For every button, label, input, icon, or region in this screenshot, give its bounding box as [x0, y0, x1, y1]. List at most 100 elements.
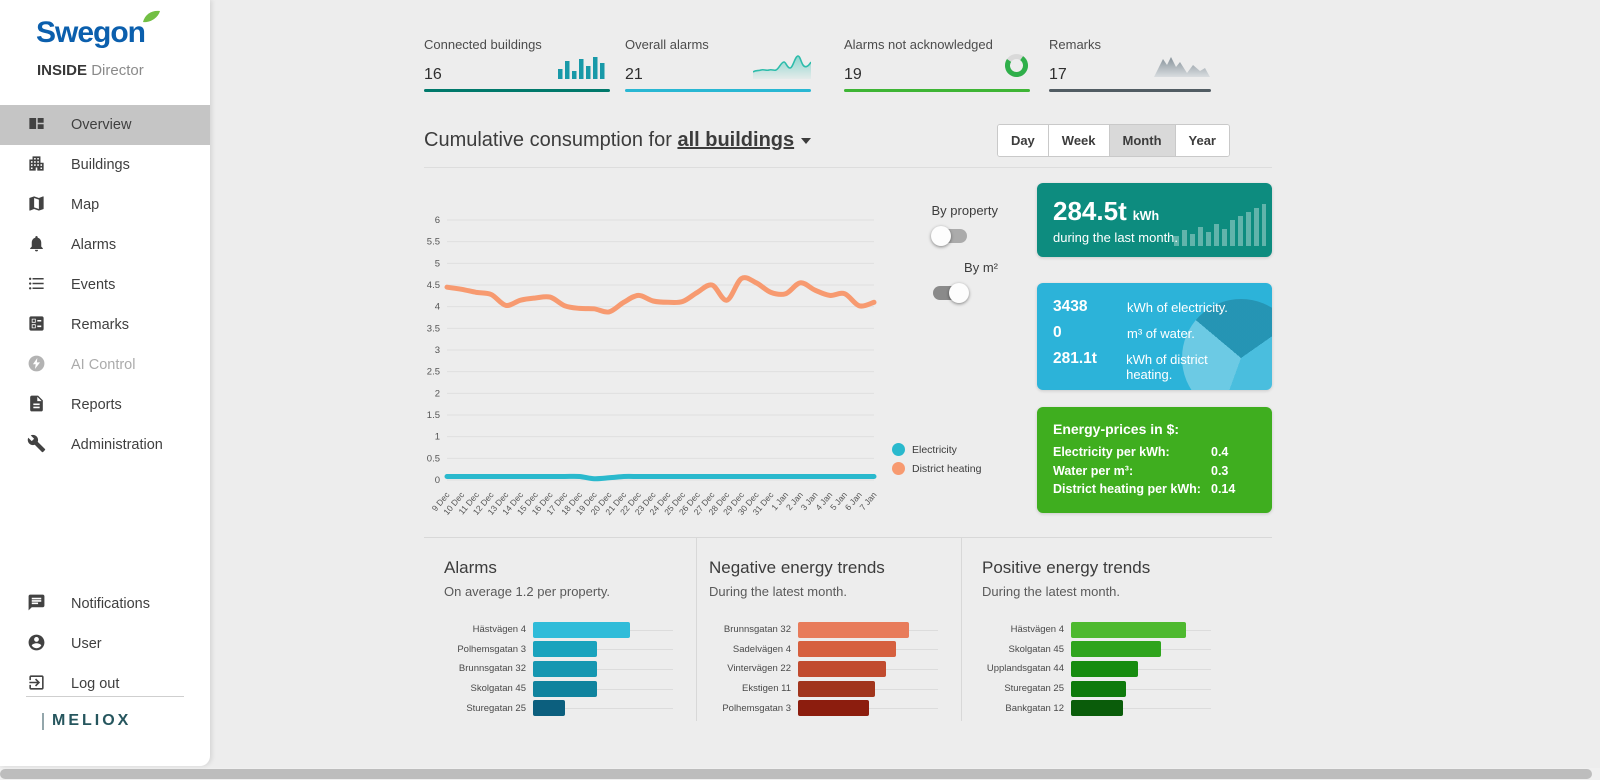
bar-track — [1071, 700, 1211, 717]
bell-icon — [27, 234, 46, 257]
horizontal-scrollbar[interactable] — [0, 769, 1592, 779]
swegon-logo: Swegon — [0, 0, 161, 50]
bar-row-skolgatan-45: Skolgatan 45 — [982, 640, 1272, 660]
range-button-group: Day Week Month Year — [996, 123, 1230, 157]
bar-track — [533, 641, 673, 658]
bar-label: Upplandsgatan 44 — [986, 663, 1064, 675]
logout-icon — [27, 673, 46, 696]
bar-row-brunnsgatan-32: Brunnsgatan 32 — [709, 620, 961, 640]
sidebar-footer-menu: Notifications User Log out — [0, 584, 210, 704]
toggle-by-property[interactable] — [931, 226, 967, 246]
toggle-knob — [949, 283, 969, 303]
meliox-logo-text: MELIOX — [52, 712, 132, 729]
sidebar-item-user[interactable]: User — [0, 624, 210, 664]
mountain-icon — [1153, 51, 1211, 84]
leaf-icon — [142, 10, 161, 28]
meliox-logo: MELIOX — [42, 712, 131, 730]
toggle-label-by-m: By m² — [964, 260, 998, 275]
bar-row-vinterv-gen-22: Vintervägen 22 — [709, 659, 961, 679]
stat-overall-alarms: Overall alarms 21 — [625, 37, 812, 92]
bar-row-h-stv-gen-4: Hästvägen 4 — [444, 620, 696, 640]
building-selector[interactable]: all buildings — [677, 128, 795, 151]
sidebar-item-log-out[interactable]: Log out — [0, 664, 210, 704]
bar-track — [1071, 621, 1211, 638]
bar-fill — [1071, 641, 1161, 658]
bar-label: Sturegatan 25 — [1004, 683, 1064, 695]
sidebar-item-label: Reports — [71, 397, 122, 413]
toggle-by-m[interactable] — [933, 283, 969, 303]
bar-row-sadelv-gen-4: Sadelvägen 4 — [709, 640, 961, 660]
sidebar-item-notifications[interactable]: Notifications — [0, 584, 210, 624]
legend-label: District heating — [912, 462, 982, 475]
bar-label: Skolgatan 45 — [470, 683, 526, 695]
bar-label: Sturegatan 25 — [466, 702, 526, 714]
bar-fill — [1071, 621, 1186, 638]
range-button-month[interactable]: Month — [1109, 124, 1176, 156]
sidebar-item-label: Map — [71, 197, 100, 213]
map-icon — [27, 194, 46, 217]
bar-label: Sadelvägen 4 — [732, 643, 791, 655]
stat-value: 16 — [424, 66, 442, 83]
price-row: Electricity per kWh: 0.4 — [1053, 445, 1256, 459]
stat-value-row: 19 — [844, 54, 1030, 84]
list-icon — [27, 274, 46, 297]
sidebar-item-label: Remarks — [71, 317, 130, 333]
stat-value-row: 21 — [625, 51, 812, 84]
bar-fill — [533, 660, 598, 677]
range-button-year[interactable]: Year — [1175, 124, 1229, 156]
sidebar-divider — [26, 696, 184, 697]
sidebar-item-reports[interactable]: Reports — [0, 385, 210, 425]
sidebar-item-alarms[interactable]: Alarms — [0, 225, 210, 265]
breakdown-label: kWh of electricity. — [1127, 300, 1228, 315]
bar-row-sturegatan-25: Sturegatan 25 — [982, 679, 1272, 699]
bar-track — [798, 621, 938, 638]
sidebar-menu: Overview Buildings Map Alarms Events Remarks A… — [0, 105, 210, 465]
sidebar-item-administration[interactable]: Administration — [0, 425, 210, 465]
positive-trends-title: Positive energy trends — [982, 558, 1151, 577]
sidebar-item-label: Alarms — [71, 237, 117, 253]
bar-label: Polhemsgatan 3 — [722, 702, 791, 714]
bottom-panels: Alarms On average 1.2 per property. Häst… — [424, 537, 1272, 721]
sidebar-item-ai-control[interactable]: AI Control — [0, 345, 210, 385]
sidebar: Swegon INSIDE Director Overview Buildings… — [0, 0, 210, 766]
meliox-logo-bar — [42, 712, 44, 730]
bar-row-upplandsgatan-44: Upplandsgatan 44 — [982, 659, 1272, 679]
sidebar-item-map[interactable]: Map — [0, 185, 210, 225]
range-button-day[interactable]: Day — [997, 124, 1049, 156]
sidebar-item-buildings[interactable]: Buildings — [0, 145, 210, 185]
breakdown-rows: 3438 kWh of electricity. 0 m³ of water. 281.… — [1053, 298, 1256, 382]
svg-text:3.5: 3.5 — [427, 323, 440, 334]
legend-swatch — [892, 443, 905, 456]
range-button-week[interactable]: Week — [1048, 124, 1110, 156]
stat-underline — [1049, 89, 1211, 92]
sidebar-item-remarks[interactable]: Remarks — [0, 305, 210, 345]
sparkline-icon — [752, 51, 812, 84]
legend-item-electricity: Electricity — [892, 440, 981, 459]
sidebar-item-label: Buildings — [71, 157, 130, 173]
price-value: 0.3 — [1211, 463, 1229, 478]
svg-text:2.5: 2.5 — [427, 367, 440, 378]
ballot-icon — [27, 314, 46, 337]
bar-label: Hästvägen 4 — [472, 624, 526, 636]
bar-fill — [1071, 660, 1139, 677]
stat-value: 19 — [844, 66, 862, 83]
sidebar-item-label: Notifications — [71, 596, 150, 612]
sidebar-item-overview[interactable]: Overview — [0, 105, 210, 145]
consumption-breakdown-card: 3438 kWh of electricity. 0 m³ of water. 281.… — [1037, 283, 1272, 390]
bar-row-brunnsgatan-32: Brunnsgatan 32 — [444, 659, 696, 679]
bar-label: Ekstigen 11 — [742, 683, 791, 695]
bar-fill — [798, 700, 870, 717]
bar-track — [1071, 660, 1211, 677]
stat-underline — [625, 89, 811, 92]
sidebar-item-events[interactable]: Events — [0, 265, 210, 305]
user-icon — [27, 633, 46, 656]
bar-fill — [1071, 680, 1126, 697]
stats-row: Connected buildings 16 Overall alarms 21 Ala… — [424, 37, 1272, 92]
bar-fill — [533, 641, 598, 658]
sidebar-item-label: User — [71, 636, 102, 652]
consumption-line-chart: 0 0.5 1 1.5 2 2.5 3 3.5 4 4.5 5 5.5 6 9 Dec 10 Dec 11 D… — [420, 205, 880, 530]
product-name: INSIDE Director — [37, 62, 210, 79]
chart-legend: Electricity District heating — [892, 440, 981, 478]
document-icon — [27, 394, 46, 417]
sidebar-item-label: AI Control — [71, 357, 136, 373]
